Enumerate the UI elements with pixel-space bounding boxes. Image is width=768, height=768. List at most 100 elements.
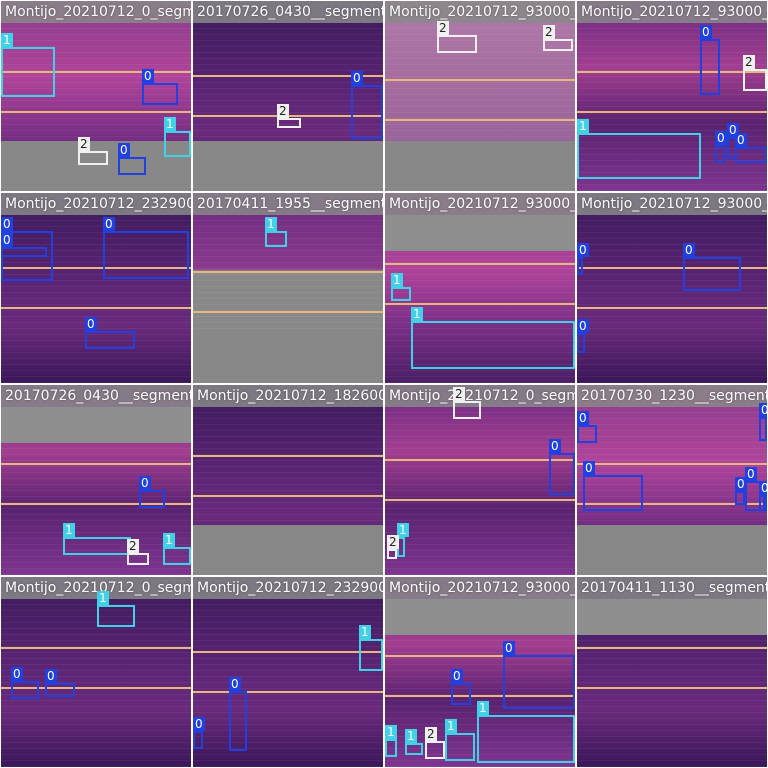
detection-class-label: 1: [577, 119, 589, 133]
segment-divider: [385, 695, 575, 697]
tile-title: 20170730_1230__segment: [581, 388, 767, 404]
detection-class-label: 0: [700, 25, 712, 39]
detection-class-label: 0: [103, 217, 115, 231]
tile-title: Montijo_20210712_0_segment_1: [5, 580, 191, 596]
detection-box-class-1: 1: [577, 119, 701, 179]
tile-title: Montijo_20210712_93000_segment: [389, 580, 575, 596]
detection-class-label: 0: [745, 467, 757, 481]
spectrogram-tile: Montijo_20210712_232900_segment 1 0 0: [193, 577, 383, 767]
detection-class-label: 0: [11, 667, 23, 681]
segment-divider: [385, 655, 575, 657]
tile-title: Montijo_20210712_0_segment: [389, 388, 575, 404]
detection-box-class-0: 0: [735, 477, 747, 505]
tile-title: Montijo_20210712_93000_segment: [389, 4, 575, 20]
detection-box-class-1: 1: [385, 725, 397, 757]
detection-box-class-2: 2: [277, 104, 301, 128]
detection-box-class-0: 0: [451, 669, 471, 705]
detection-class-label: 0: [577, 319, 589, 333]
detection-class-label: 2: [425, 727, 437, 741]
tile-title: Montijo_20210712_93000_segment: [389, 196, 575, 212]
detection-box-class-1: 1: [265, 217, 287, 247]
detection-class-label: 2: [743, 55, 755, 69]
spectrogram-tile: Montijo_20210712_93000_segment0011211: [385, 577, 575, 767]
segment-divider: [385, 459, 575, 461]
detection-box-class-0: 0: [11, 667, 39, 699]
detection-class-label: 0: [683, 243, 695, 257]
segment-divider: [193, 651, 383, 653]
segment-divider: [577, 503, 767, 505]
detection-class-label: 1: [445, 719, 457, 733]
segment-divider: [577, 647, 767, 649]
detection-class-label: 1: [163, 533, 175, 547]
detection-box-class-2: 2: [743, 55, 767, 91]
detection-box-class-1: 1: [445, 719, 475, 761]
detection-class-label: 0: [85, 317, 97, 331]
detection-class-label: 1: [1, 33, 13, 47]
detection-class-label: 0: [577, 243, 589, 257]
detection-class-label: 1: [405, 729, 417, 743]
detection-class-label: 1: [411, 307, 423, 321]
detection-class-label: 0: [139, 476, 151, 490]
tile-title: Montijo_20210712_93000_segment: [581, 196, 767, 212]
spectrogram-tile: Montijo_20210712_0_segment 1 0 2 0 1: [1, 1, 191, 191]
detection-box-class-1: 1: [164, 117, 191, 157]
segment-divider: [193, 271, 383, 273]
detection-class-label: 0: [583, 461, 595, 475]
detection-class-label: 0: [715, 131, 727, 145]
detection-class-label: 2: [437, 21, 449, 35]
detection-box-class-0: 0: [549, 439, 575, 495]
detection-class-label: 0: [451, 669, 463, 683]
detection-class-label: 1: [385, 725, 397, 739]
detection-class-label: 1: [164, 117, 176, 131]
detection-box-class-0: 0: [142, 69, 178, 105]
detection-box-class-0: 0: [583, 461, 643, 511]
spectrogram-tile: 20170730_1230__segment 0 0 0 0 0 0: [577, 385, 767, 575]
segment-divider: [1, 647, 191, 649]
segment-divider: [1, 267, 191, 269]
detection-box-class-0: 0: [1, 233, 47, 257]
segment-divider: [577, 71, 767, 73]
spectrogram-tile: 20170411_1955__segment_ 1: [193, 193, 383, 383]
detection-class-label: 0: [727, 123, 739, 137]
detection-class-label: 0: [503, 641, 515, 655]
detection-box-class-2: 2: [453, 387, 481, 419]
detection-box-class-1: 1: [411, 307, 575, 369]
detection-box-class-1: 1: [63, 523, 131, 555]
detection-box-class-2: 2: [437, 21, 477, 53]
detection-box-class-1: 1: [391, 273, 411, 301]
detection-box-class-1: 1: [405, 729, 423, 755]
tile-title: Montijo_20210712_232900_segment: [197, 580, 383, 596]
segment-divider: [1, 503, 191, 505]
detection-class-label: 0: [45, 669, 57, 683]
detection-box-class-2: 2: [543, 25, 573, 51]
spectrogram-tile: Montijo_20210712_232900_segment 0 0 0 0: [1, 193, 191, 383]
detection-class-label: 0: [735, 477, 747, 491]
segment-divider: [1, 111, 191, 113]
detection-box-class-0: 0: [139, 476, 165, 508]
detection-box-class-1: 1: [477, 701, 575, 763]
spectrogram-tile: Montijo_20210712_93000_segment22: [385, 1, 575, 191]
detection-box-class-2: 2: [127, 539, 149, 565]
segment-divider: [577, 687, 767, 689]
detection-class-label: 0: [759, 481, 767, 495]
detection-class-label: 1: [265, 217, 277, 231]
detection-class-label: 0: [735, 133, 747, 147]
detection-class-label: 0: [759, 403, 767, 417]
detection-box-class-0: 0: [85, 317, 135, 349]
segment-divider: [1, 71, 191, 73]
segment-divider: [1, 463, 191, 465]
spectrogram-tile: Montijo_20210712_93000_segment 1 1: [385, 193, 575, 383]
detection-box-class-1: 1: [359, 625, 383, 671]
detection-box-class-0: 0: [700, 25, 720, 95]
detection-class-label: 1: [391, 273, 403, 287]
detection-box-class-0: 0: [715, 131, 727, 163]
spectrogram-tile: Montijo_20210712_182600_segment: [193, 385, 383, 575]
spectrogram-tile: Montijo_20210712_93000_segment021000: [577, 1, 767, 191]
segment-divider: [1, 307, 191, 309]
tile-title: Montijo_20210712_232900_segment: [5, 196, 191, 212]
segment-divider: [577, 307, 767, 309]
detection-box-class-0: 0: [229, 677, 247, 751]
detection-box-class-0: 0: [351, 71, 383, 139]
tile-title: 20170411_1130__segment_: [581, 580, 767, 596]
